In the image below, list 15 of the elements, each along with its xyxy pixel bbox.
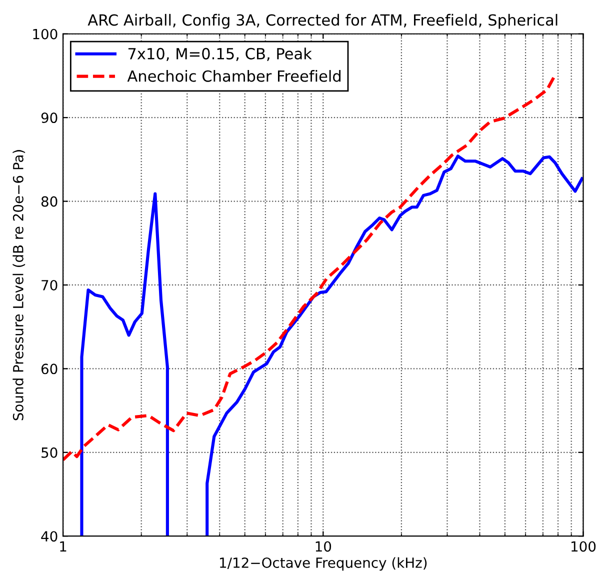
chart-title: ARC Airball, Config 3A, Corrected for ATM, Freefield, Spherical [88,14,558,29]
y-tick-label: 40 [41,531,58,542]
y-tick-label: 50 [42,447,58,458]
y-tick-label: 100 [33,28,58,40]
y-tick-label: 90 [41,112,58,124]
x-tick-label: 1 [60,541,66,552]
x-axis-title: 1/12−Octave Frequency (kHz) [220,557,427,571]
y-tick-label: 60 [41,364,58,374]
y-tick-label: 80 [41,196,58,207]
legend-label: 7x10, M=0.15, CB, Peak [128,48,312,62]
y-axis-title: Sound Pressure Level (dB re 20e−6 Pa) [12,150,26,420]
y-tick-label: 70 [42,280,58,290]
x-tick-label: 100 [572,541,596,552]
x-tick-label: 10 [316,541,332,552]
legend-label: Anechoic Chamber Freefield [127,70,340,82]
